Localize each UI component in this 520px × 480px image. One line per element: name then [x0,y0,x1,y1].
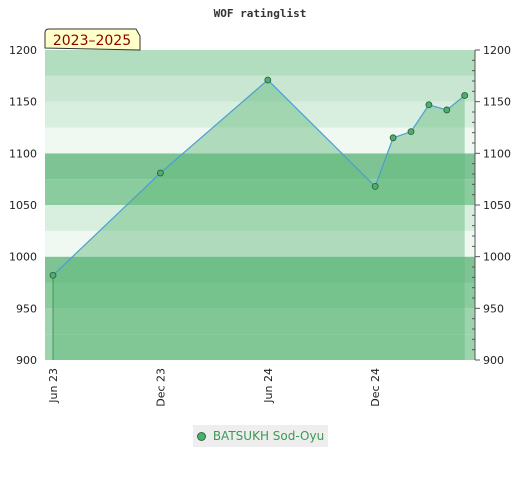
legend-series-label: BATSUKH Sod-Oyu [212,429,325,443]
x-tick-label: Dec 24 [369,368,382,407]
data-point[interactable] [461,92,469,99]
data-point[interactable] [425,101,433,109]
y-tick-label: 1000 [9,251,37,264]
legend: BATSUKH Sod-Oyu [193,425,328,447]
chart-title: WOF ratinglist [214,7,307,20]
data-point[interactable] [156,169,164,177]
y-tick-label-right: 1100 [483,147,511,160]
rating-markers [49,76,469,279]
y-tick-label: 1050 [9,199,37,212]
x-axis: Jun 23 Dec 23 Jun 24 Dec 24 [47,368,382,407]
y-tick-label-right: 950 [483,302,504,315]
data-point[interactable] [389,134,397,142]
x-tick-label: Jun 24 [262,368,275,404]
background-band [45,50,475,76]
y-tick-label-right: 1200 [483,44,511,57]
y-tick-label: 1150 [9,96,37,109]
background-band [45,334,475,360]
data-point[interactable] [264,76,272,84]
y-tick-label: 900 [16,354,37,367]
rating-area [52,79,465,360]
data-point[interactable] [49,271,57,279]
y-tick-label: 1100 [9,147,37,160]
data-point[interactable] [443,106,451,114]
y-tick-label-right: 1050 [483,199,511,212]
background-bands [45,50,475,360]
y-tick-label-right: 1000 [483,251,511,264]
period-badge: 2023–2025 [44,28,141,51]
area-fill [53,79,465,360]
y-tick-label: 1200 [9,44,37,57]
data-point[interactable] [371,182,379,190]
background-band [45,282,475,309]
y-tick-label-right: 900 [483,354,504,367]
left-y-axis: 900 950 1000 1050 1100 1150 1200 [9,44,37,367]
legend-marker-icon [196,431,206,441]
background-band [45,308,475,335]
x-tick-label: Jun 23 [47,368,60,404]
right-y-axis: 900 950 1000 1050 1100 1150 1200 [472,44,511,367]
data-point[interactable] [407,128,415,136]
background-band [45,256,475,283]
background-band [45,179,475,205]
background-band [45,153,475,180]
period-badge-label: 2023–2025 [53,33,131,49]
background-band [45,230,475,257]
y-tick-label-right: 1150 [483,96,511,109]
background-band [45,75,475,102]
background-band [45,205,475,231]
x-tick-label: Dec 23 [154,368,167,407]
background-band [45,127,475,154]
y-tick-label: 950 [16,302,37,315]
background-band [45,101,475,128]
